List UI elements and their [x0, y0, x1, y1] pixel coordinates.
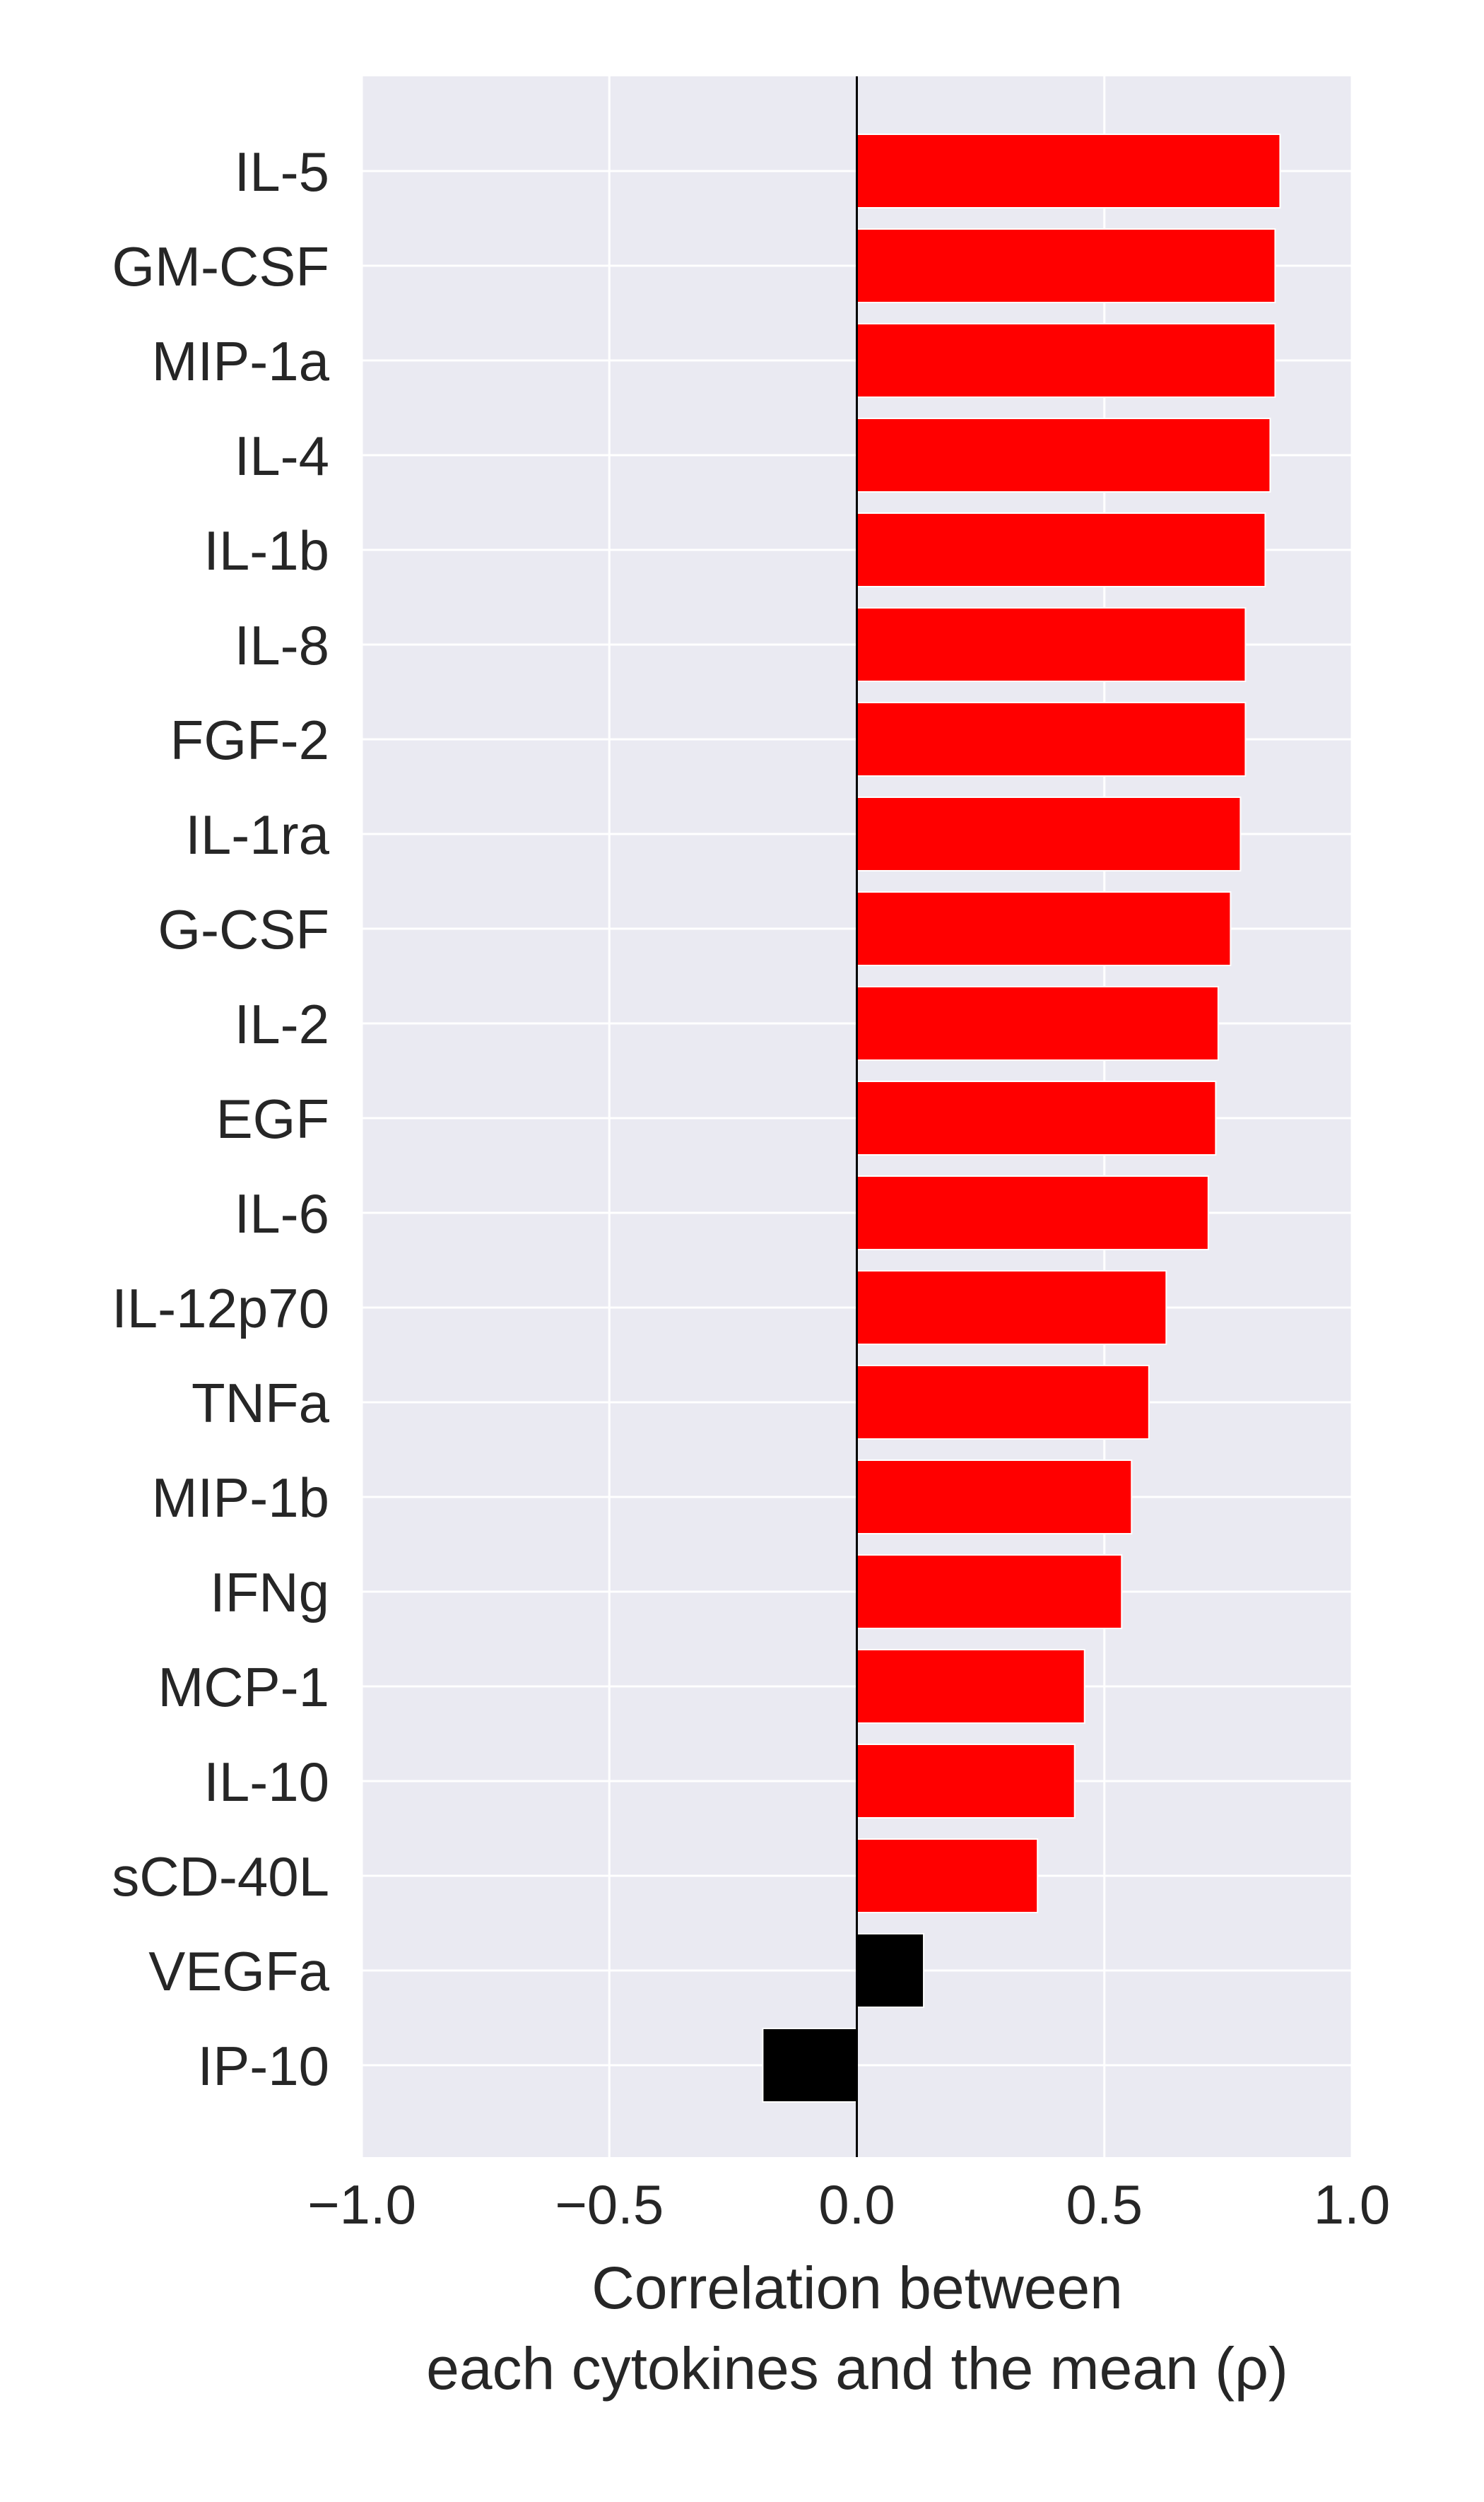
bar [856, 797, 1242, 871]
y-tick-label: sCD-40L [112, 1845, 329, 1908]
bar [856, 1649, 1085, 1724]
bar [856, 1081, 1217, 1156]
y-tick-label: VEGFa [148, 1940, 329, 2002]
bar [856, 986, 1219, 1061]
bar [856, 134, 1281, 208]
bar [856, 1460, 1133, 1534]
bar [856, 1554, 1123, 1629]
x-tick-label: 0.5 [1066, 2173, 1143, 2236]
x-tick-label: −0.5 [555, 2173, 664, 2236]
y-tick-label: IL-1ra [185, 804, 329, 866]
bar [856, 1365, 1150, 1440]
y-tick-label: IL-2 [235, 993, 329, 1055]
y-tick-label: G-CSF [158, 898, 329, 961]
x-axis-title-line-2: each cytokines and the mean (ρ) [426, 2335, 1288, 2402]
y-tick-label: IL-10 [204, 1751, 329, 1813]
y-tick-label: IL-8 [235, 614, 329, 676]
x-tick-label: 1.0 [1314, 2173, 1390, 2236]
y-tick-label: IL-4 [235, 425, 329, 487]
y-tick-label: IL-6 [235, 1182, 329, 1245]
x-axis-title-line-1: Correlation between [591, 2255, 1123, 2321]
y-tick-label: MIP-1a [152, 330, 330, 392]
y-tick-label: IFNg [210, 1561, 329, 1623]
y-tick-label: MIP-1b [152, 1467, 329, 1529]
bar [856, 1933, 925, 2008]
y-tick-labels: IL-5 GM-CSF MIP-1a IL-4 IL-1b IL-8 FGF-2 IL-1ra… [112, 141, 330, 2097]
bar [856, 418, 1271, 493]
x-tick-labels: −1.0 −0.5 0.0 0.5 1.0 [307, 2173, 1390, 2236]
y-tick-label: IL-12p70 [112, 1277, 329, 1339]
bar [856, 607, 1247, 682]
y-tick-label: FGF-2 [170, 709, 329, 771]
y-tick-label: IP-10 [198, 2035, 329, 2097]
y-tick-label: GM-CSF [112, 235, 329, 298]
bar [762, 2028, 858, 2103]
y-tick-label: IL-5 [235, 141, 329, 203]
bar [856, 1270, 1167, 1345]
y-tick-label: IL-1b [204, 519, 329, 582]
bar [856, 228, 1276, 303]
x-tick-label: −1.0 [307, 2173, 416, 2236]
y-tick-label: MCP-1 [158, 1656, 329, 1718]
y-tick-label: TNFa [192, 1372, 330, 1434]
bar [856, 891, 1232, 966]
bar [856, 323, 1276, 398]
bar [856, 1744, 1076, 1819]
x-tick-label: 0.0 [818, 2173, 895, 2236]
bar [856, 512, 1266, 587]
bar [856, 702, 1247, 777]
y-tick-label: EGF [216, 1088, 329, 1150]
bar [856, 1838, 1039, 1913]
bar [856, 1175, 1209, 1250]
bars [762, 134, 1281, 2103]
